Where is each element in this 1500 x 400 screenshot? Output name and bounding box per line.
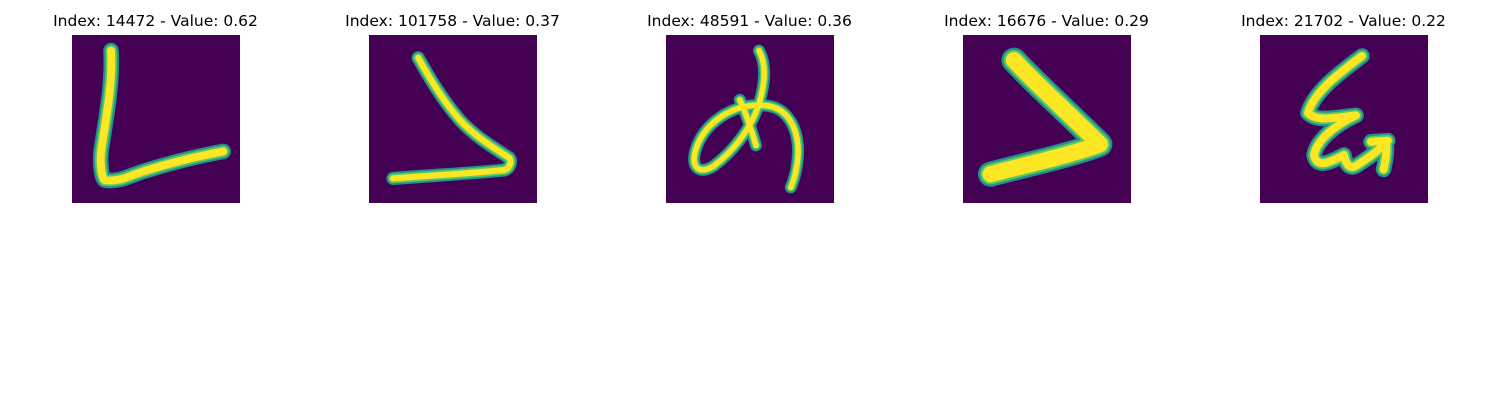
handwritten-curly-glyph [1260, 35, 1428, 203]
panel-4: Index: 16676 - Value: 0.29 [898, 0, 1195, 210]
digit-image [369, 35, 537, 203]
panel-title: Index: 21702 - Value: 0.22 [1241, 12, 1446, 30]
panel-3: Index: 48591 - Value: 0.36 [601, 0, 898, 210]
digit-image [963, 35, 1131, 203]
digit-image [1260, 35, 1428, 203]
panel-title: Index: 16676 - Value: 0.29 [944, 12, 1149, 30]
panel-title: Index: 48591 - Value: 0.36 [647, 12, 852, 30]
panel-5: Index: 21702 - Value: 0.22 [1195, 0, 1492, 210]
handwritten-angle-glyph [369, 35, 537, 203]
panel-1: Index: 14472 - Value: 0.62 [7, 0, 304, 210]
handwritten-L-glyph [72, 35, 240, 203]
panel-2: Index: 101758 - Value: 0.37 [304, 0, 601, 210]
digit-image [72, 35, 240, 203]
panel-title: Index: 101758 - Value: 0.37 [345, 12, 560, 30]
handwritten-greater-than-glyph [963, 35, 1131, 203]
panel-title: Index: 14472 - Value: 0.62 [53, 12, 258, 30]
handwritten-me-kana-glyph [666, 35, 834, 203]
digit-image [666, 35, 834, 203]
